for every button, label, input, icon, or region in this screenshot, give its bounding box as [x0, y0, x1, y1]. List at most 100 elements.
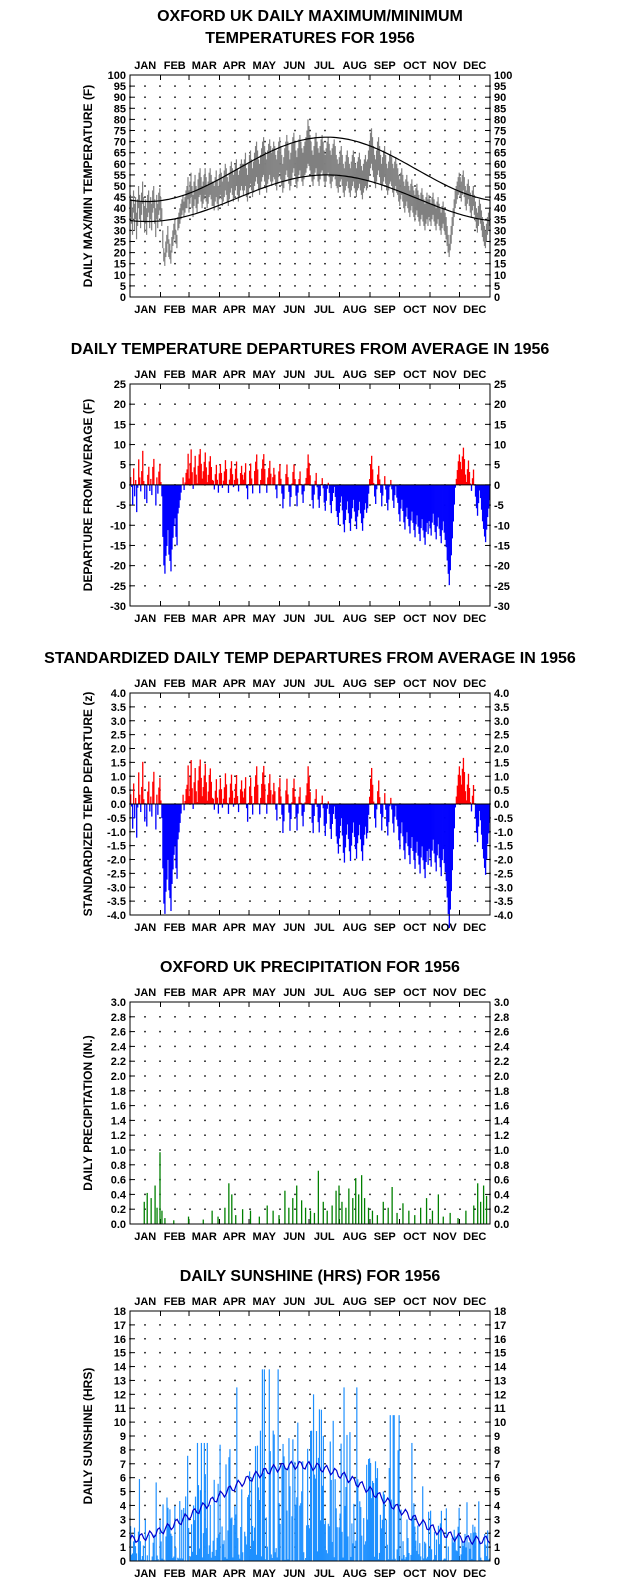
negative-departure-bar	[161, 804, 163, 819]
sunshine-bar	[191, 1551, 194, 1561]
positive-departure-bar	[189, 462, 191, 485]
grid-dot	[264, 1504, 266, 1507]
grid-dot	[234, 585, 236, 587]
grid-dot	[369, 1208, 371, 1210]
sunshine-bar	[379, 1514, 382, 1561]
grid-dot	[144, 1379, 146, 1382]
grid-dot	[279, 1045, 281, 1048]
y-tick-left: 0.4	[111, 1189, 127, 1201]
sunshine-bar	[212, 1540, 214, 1561]
grid-dot	[474, 564, 476, 567]
grid-dot	[204, 129, 206, 132]
grid-dot	[414, 118, 416, 121]
grid-dot	[159, 163, 161, 165]
grid-dot	[474, 1060, 476, 1062]
grid-dot	[369, 443, 371, 446]
negative-departure-bar	[400, 804, 402, 834]
grid-dot	[234, 775, 236, 777]
negative-departure-bar	[345, 484, 348, 510]
grid-dot	[159, 118, 161, 121]
negative-departure-bar	[382, 484, 384, 496]
grid-dot	[354, 858, 356, 861]
positive-departure-bar	[195, 791, 197, 804]
grid-dot	[459, 85, 461, 87]
month-label-top: MAY	[253, 678, 277, 690]
grid-dot	[399, 544, 401, 547]
grid-dot	[204, 218, 206, 221]
grid-dot	[234, 85, 236, 87]
grid-dot	[294, 858, 296, 861]
sunshine-bar	[447, 1546, 449, 1561]
grid-dot	[474, 585, 476, 587]
grid-dot	[219, 733, 221, 736]
negative-departure-bar	[393, 484, 395, 508]
sunshine-bar	[217, 1483, 219, 1561]
grid-dot	[159, 262, 161, 265]
grid-dot	[219, 720, 221, 722]
month-label-bottom: MAR	[192, 304, 217, 316]
negative-departure-bar	[334, 804, 337, 819]
sunshine-bar	[168, 1523, 170, 1561]
grid-dot	[204, 1075, 206, 1077]
grid-dot	[444, 1379, 446, 1382]
grid-dot	[279, 240, 281, 243]
grid-dot	[324, 1435, 326, 1437]
grid-dot	[204, 886, 206, 888]
y-tick-left: 5	[120, 1487, 126, 1499]
grid-dot	[414, 185, 416, 187]
positive-departure-bar	[373, 482, 375, 485]
grid-dot	[459, 1407, 461, 1409]
grid-dot	[189, 1518, 191, 1521]
month-label-bottom: JUN	[283, 1231, 305, 1243]
grid-dot	[309, 85, 311, 87]
grid-dot	[234, 463, 236, 466]
y-tick-left: 55	[114, 170, 126, 182]
grid-dot	[219, 544, 221, 547]
negative-departure-bar	[376, 804, 378, 810]
positive-departure-bar	[184, 482, 186, 485]
month-label-top: SEP	[374, 987, 396, 999]
negative-departure-bar	[328, 484, 330, 493]
grid-dot	[324, 274, 326, 276]
grid-dot	[354, 218, 356, 221]
negative-departure-bar	[380, 804, 382, 814]
grid-dot	[294, 1407, 296, 1409]
grid-dot	[144, 1193, 146, 1196]
grid-dot	[219, 1338, 221, 1340]
grid-dot	[384, 761, 386, 764]
grid-dot	[459, 831, 461, 833]
negative-departure-bar	[213, 484, 216, 490]
grid-dot	[324, 524, 326, 527]
grid-dot	[474, 1104, 476, 1107]
positive-departure-bar	[314, 480, 316, 485]
grid-dot	[234, 872, 236, 875]
grid-dot	[399, 118, 401, 121]
negative-departure-bar	[325, 804, 327, 824]
grid-dot	[414, 1338, 416, 1340]
grid-dot	[399, 251, 401, 254]
month-label-bottom: AUG	[343, 922, 367, 934]
negative-departure-bar	[435, 804, 437, 872]
positive-departure-bar	[292, 787, 294, 804]
negative-departure-bar	[354, 484, 357, 522]
grid-dot	[309, 886, 311, 888]
negative-departure-bar	[351, 484, 354, 509]
grid-dot	[354, 1407, 356, 1409]
grid-dot	[174, 1119, 176, 1122]
sunshine-bar	[437, 1525, 440, 1561]
positive-departure-bar	[257, 784, 259, 804]
grid-dot	[279, 1104, 281, 1107]
y-tick-right: 2.8	[494, 1012, 509, 1024]
sunshine-bar	[388, 1468, 390, 1561]
grid-dot	[234, 129, 236, 132]
grid-dot	[399, 262, 401, 265]
sunshine-bar	[364, 1544, 366, 1561]
grid-dot	[144, 285, 146, 287]
y-tick-right: -0.5	[494, 813, 513, 825]
sunshine-bar	[440, 1510, 443, 1561]
grid-dot	[159, 403, 161, 405]
grid-dot	[144, 262, 146, 265]
grid-dot	[354, 1463, 356, 1465]
negative-departure-bar	[151, 484, 153, 496]
chart-2: DAILY TEMPERATURE DEPARTURES FROM AVERAG…	[71, 341, 550, 625]
